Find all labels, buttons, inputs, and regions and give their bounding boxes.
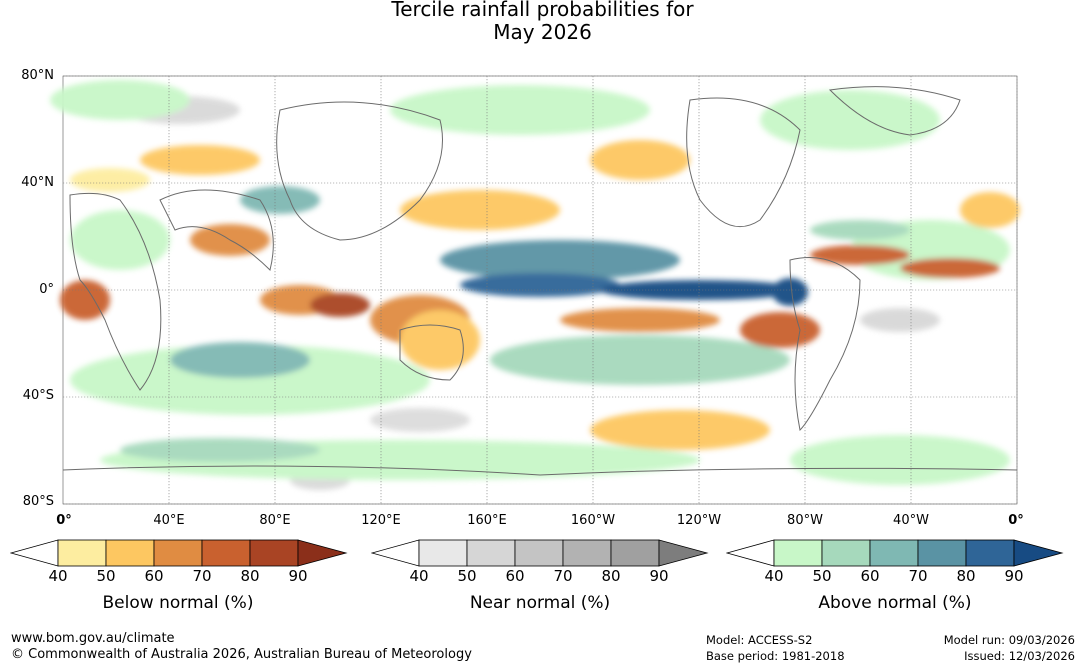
- legend-above-tick-90: 90: [1004, 567, 1024, 585]
- lon-label-40w: 40°W: [893, 513, 929, 528]
- legend-above-normal-bar: [726, 539, 1064, 567]
- lat-label-80s: 80°S: [22, 494, 54, 509]
- lat-label-0: 0°: [39, 282, 54, 297]
- legend-swatch: [466, 539, 516, 567]
- legend-below-tick-60: 60: [144, 567, 164, 585]
- graticule: [63, 75, 1018, 505]
- lon-label-160e: 160°E: [467, 513, 507, 528]
- footer-model-run: Model run: 09/03/2026: [943, 633, 1075, 647]
- lat-label-80n: 80°N: [21, 68, 54, 83]
- lon-label-80e: 80°E: [259, 513, 291, 528]
- lon-label-80w: 80°W: [787, 513, 823, 528]
- legend-low-extension: [10, 539, 59, 567]
- legend-near-normal: [371, 539, 711, 569]
- legend-near-title: Near normal (%): [469, 593, 611, 613]
- legend-below-tick-90: 90: [288, 567, 308, 585]
- legend-swatch: [773, 539, 823, 567]
- legend-above-tick-80: 80: [956, 567, 976, 585]
- legend-near-tick-90: 90: [649, 567, 669, 585]
- legend-low-extension: [726, 539, 775, 567]
- title-line-1: Tercile rainfall probabilities for: [391, 0, 694, 21]
- lon-label-0-right: 0°: [1008, 513, 1024, 528]
- legend-above-normal: [726, 539, 1066, 569]
- legend-above-title: Above normal (%): [818, 593, 972, 613]
- legend-low-extension: [371, 539, 420, 567]
- legend-below-tick-70: 70: [192, 567, 212, 585]
- legend-above-tick-60: 60: [860, 567, 880, 585]
- legend-above-tick-50: 50: [812, 567, 832, 585]
- legend-near-normal-bar: [371, 539, 709, 567]
- legend-near-tick-60: 60: [505, 567, 525, 585]
- legend-swatch: [965, 539, 1015, 567]
- legend-near-tick-40: 40: [409, 567, 429, 585]
- legend-high-extension: [658, 539, 709, 567]
- legend-below-tick-40: 40: [48, 567, 68, 585]
- lon-label-120w: 120°W: [676, 513, 722, 528]
- legend-below-title: Below normal (%): [102, 593, 254, 613]
- legend-high-extension: [1013, 539, 1064, 567]
- legend-swatch: [57, 539, 107, 567]
- lon-label-0-left: 0°: [56, 513, 72, 528]
- legend-swatch: [418, 539, 468, 567]
- legend-below-normal-bar: [10, 539, 348, 567]
- legend-swatch: [201, 539, 251, 567]
- legend-swatch: [153, 539, 203, 567]
- title-line-2: May 2026: [493, 20, 592, 44]
- footer-issued: Issued: 12/03/2026: [964, 649, 1075, 663]
- lon-label-160w: 160°W: [570, 513, 616, 528]
- legend-swatch: [249, 539, 299, 567]
- footer-base-period: Base period: 1981-2018: [706, 649, 845, 663]
- legend-swatch: [105, 539, 155, 567]
- map-title: Tercile rainfall probabilities for May 2…: [0, 0, 1085, 44]
- legend-swatch: [562, 539, 612, 567]
- legend-near-tick-70: 70: [553, 567, 573, 585]
- legend-swatch: [514, 539, 564, 567]
- legend-above-tick-40: 40: [764, 567, 784, 585]
- legend-near-tick-50: 50: [457, 567, 477, 585]
- legend-below-tick-50: 50: [96, 567, 116, 585]
- legend-swatch: [917, 539, 967, 567]
- legend-swatch: [869, 539, 919, 567]
- legend-near-tick-80: 80: [601, 567, 621, 585]
- lon-label-40e: 40°E: [153, 513, 185, 528]
- lon-label-120e: 120°E: [361, 513, 401, 528]
- lat-label-40n: 40°N: [21, 175, 54, 190]
- legend-below-normal: [10, 539, 350, 569]
- lat-label-40s: 40°S: [22, 388, 54, 403]
- legend-swatch: [821, 539, 871, 567]
- legend-below-tick-80: 80: [240, 567, 260, 585]
- legend-high-extension: [297, 539, 348, 567]
- legend-swatch: [610, 539, 660, 567]
- rainfall-probability-map: [50, 75, 1020, 505]
- footer-url: www.bom.gov.au/climate: [11, 631, 175, 646]
- legend-above-tick-70: 70: [908, 567, 928, 585]
- footer-model: Model: ACCESS-S2: [706, 633, 813, 647]
- coastlines: [62, 86, 1018, 476]
- footer-copyright: © Commonwealth of Australia 2026, Austra…: [11, 647, 472, 662]
